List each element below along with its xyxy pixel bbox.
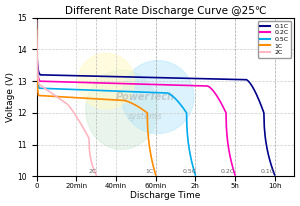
Ellipse shape [78,53,135,109]
Legend: 0.1C, 0.2C, 0.5C, 1C, 2C: 0.1C, 0.2C, 0.5C, 1C, 2C [258,21,291,58]
Text: 1C: 1C [146,169,154,174]
Ellipse shape [122,61,194,133]
Text: 0.5C: 0.5C [182,169,197,174]
Text: 0.1C: 0.1C [260,169,274,174]
Y-axis label: Voltage (V): Voltage (V) [6,72,15,122]
Text: PowerTech: PowerTech [116,92,174,102]
Text: systems: systems [128,112,162,121]
Text: 2C: 2C [88,169,96,174]
Ellipse shape [86,70,158,149]
Text: 0.2C: 0.2C [221,169,235,174]
X-axis label: Discharge Time: Discharge Time [130,191,201,200]
Title: Different Rate Discharge Curve @25℃: Different Rate Discharge Curve @25℃ [65,6,266,16]
